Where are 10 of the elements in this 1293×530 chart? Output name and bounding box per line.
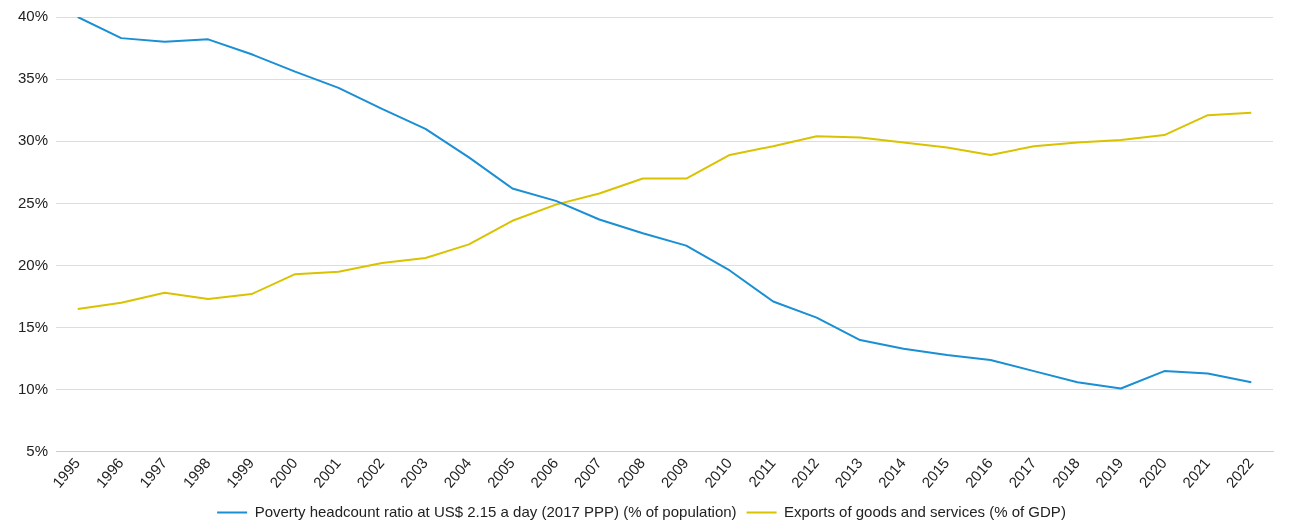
y-tick-label: 40% [17, 7, 49, 25]
y-tick-label: 25% [17, 193, 49, 211]
legend-label: Exports of goods and services (% of GDP) [784, 502, 1066, 520]
y-tick-label: 20% [17, 255, 49, 273]
legend-label: Poverty headcount ratio at US$ 2.15 a day (2017 PPP) (% of population) [254, 502, 737, 520]
y-tick-label: 15% [17, 317, 49, 335]
y-tick-label: 5% [26, 442, 49, 460]
y-tick-label: 10% [17, 379, 49, 397]
y-tick-label: 30% [17, 131, 49, 149]
y-tick-label: 35% [17, 69, 49, 87]
